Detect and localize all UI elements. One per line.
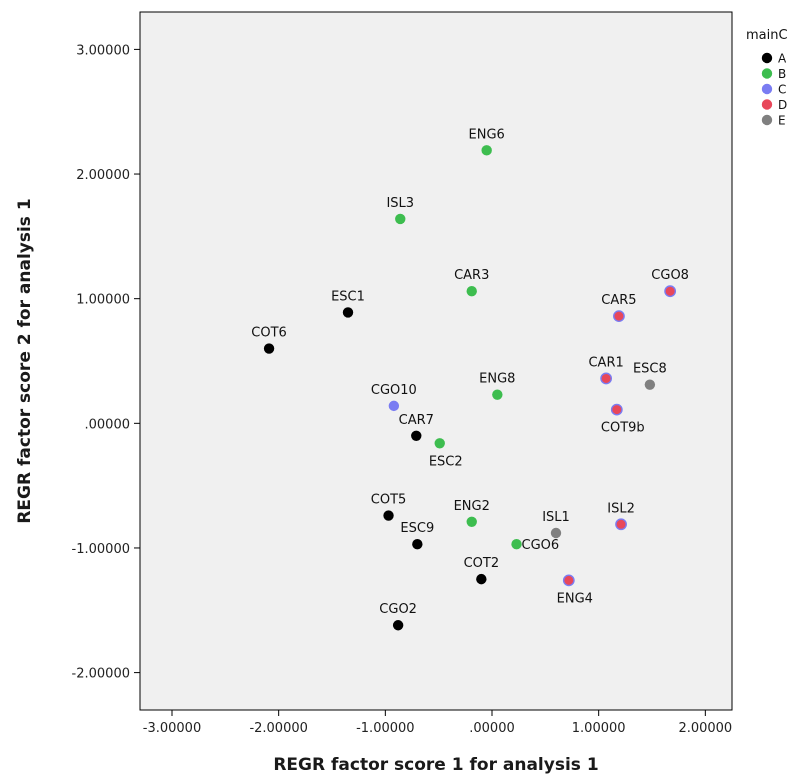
data-point-cot9b	[610, 403, 623, 416]
data-point-cgo10	[388, 400, 400, 412]
legend-label-d: D	[778, 98, 787, 112]
point-label-cot9b: COT9b	[601, 421, 645, 436]
point-label-car7: CAR7	[399, 413, 434, 428]
plot-area	[139, 11, 733, 711]
legend-marker-b	[761, 68, 773, 79]
legend-marker-e	[761, 114, 773, 126]
legend-label-c: C	[778, 83, 786, 97]
legend-marker-c	[761, 83, 773, 95]
data-point-esc9	[412, 539, 423, 550]
data-point-cgo2	[392, 620, 404, 631]
legend-label-b: B	[778, 67, 786, 81]
point-label-car5: CAR5	[601, 293, 636, 308]
data-point-car1	[600, 372, 613, 385]
legend-title: mainC	[746, 28, 788, 43]
y-axis-title: REGR factor score 2 for analysis 1	[15, 198, 35, 523]
data-point-cot5	[383, 510, 394, 521]
data-point-eng8	[492, 389, 503, 400]
y-tick-label: .00000	[85, 417, 131, 432]
data-point-isl2	[615, 518, 627, 531]
data-point-car7	[411, 430, 422, 441]
x-tick-label: 1.00000	[572, 721, 626, 736]
data-point-esc8	[644, 379, 656, 390]
point-label-car3: CAR3	[454, 268, 489, 283]
data-point-cgo6	[511, 539, 522, 550]
data-point-isl1	[550, 527, 562, 539]
point-label-esc1: ESC1	[331, 289, 365, 304]
x-tick-label: .00000	[469, 721, 515, 736]
point-label-cgo6: CGO6	[522, 538, 560, 553]
point-label-esc9: ESC9	[400, 521, 434, 536]
data-point-eng2	[466, 516, 477, 527]
x-tick-label: -2.00000	[249, 721, 307, 736]
legend-label-a: A	[778, 52, 787, 66]
legend-marker-d	[761, 99, 773, 110]
point-label-eng2: ENG2	[454, 499, 490, 514]
point-label-cgo8: CGO8	[651, 268, 689, 283]
point-label-isl3: ISL3	[386, 196, 414, 211]
x-tick-label: 2.00000	[678, 721, 732, 736]
x-axis: -3.00000 -2.00000 -1.00000 .00000 1.00000 2.0…	[143, 710, 732, 736]
point-label-cot5: COT5	[371, 493, 407, 508]
data-point-eng4	[562, 574, 575, 587]
point-label-esc2: ESC2	[429, 454, 463, 469]
data-points	[263, 145, 677, 631]
point-label-eng4: ENG4	[557, 591, 593, 606]
point-label-cgo2: CGO2	[379, 602, 417, 617]
point-label-eng6: ENG6	[469, 127, 505, 142]
data-point-isl3	[395, 213, 406, 225]
point-label-cot2: COT2	[464, 556, 500, 571]
point-label-isl1: ISL1	[542, 510, 570, 525]
data-point-cgo8	[664, 285, 677, 298]
y-tick-label: 2.00000	[76, 168, 130, 183]
data-point-car3	[466, 286, 477, 297]
y-tick-label: -1.00000	[72, 542, 130, 557]
legend-marker-a	[761, 52, 773, 64]
x-axis-title: REGR factor score 1 for analysis 1	[273, 755, 598, 775]
point-label-esc8: ESC8	[633, 362, 667, 377]
y-tick-label: -2.00000	[72, 667, 130, 682]
legend-label-e: E	[778, 114, 786, 128]
y-axis: 3.00000 2.00000 1.00000 .00000 -1.00000 -2.00…	[72, 43, 140, 682]
data-point-esc2	[434, 438, 445, 449]
data-point-esc1	[342, 307, 354, 318]
x-tick-label: -3.00000	[143, 721, 201, 736]
point-label-cgo10: CGO10	[371, 383, 417, 398]
point-label-car1: CAR1	[588, 355, 623, 370]
data-point-cot2	[476, 573, 487, 585]
point-label-cot6: COT6	[251, 326, 287, 341]
x-tick-label: -1.00000	[356, 721, 414, 736]
y-tick-label: 3.00000	[76, 43, 130, 58]
point-labels: ENG6 ISL3 CAR3 ESC1 COT6 CGO10 ENG8 CAR7 ESC2 CGO…	[251, 127, 689, 617]
data-point-car5	[613, 310, 625, 323]
point-label-isl2: ISL2	[607, 501, 635, 516]
y-tick-label: 1.00000	[76, 293, 130, 308]
data-point-eng6	[481, 145, 492, 156]
data-point-cot6	[263, 343, 275, 354]
point-label-eng8: ENG8	[479, 372, 515, 387]
